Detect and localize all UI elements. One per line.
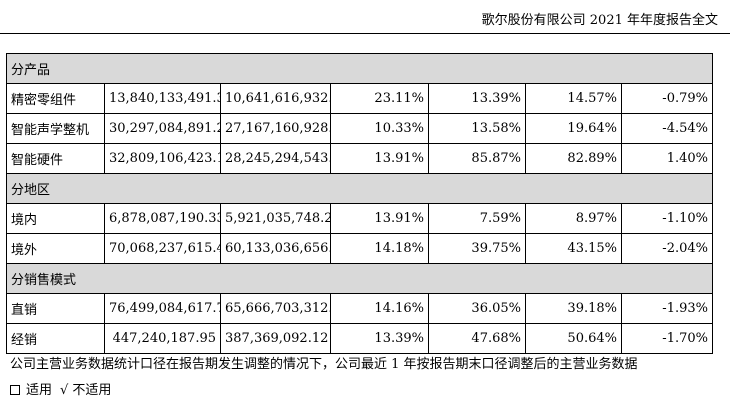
revenue-cell: 447,240,187.95 <box>104 323 221 354</box>
margin-cell: 13.91% <box>330 203 429 234</box>
checkbox-icon <box>10 385 20 395</box>
cost-change-cell: 50.64% <box>525 323 622 354</box>
margin-cell: 14.18% <box>330 233 429 264</box>
revenue-cell: 76,499,084,617.78 <box>104 293 221 324</box>
revenue-cell: 70,068,237,615.40 <box>104 233 221 264</box>
margin-change-cell: -0.79% <box>621 83 713 114</box>
check-mark-icon: √ <box>60 383 69 398</box>
row-label: 智能声学整机 <box>6 113 105 144</box>
cost-change-cell: 8.97% <box>525 203 622 234</box>
table-row: 智能声学整机 30,297,084,891.23 27,167,160,928.… <box>6 113 713 144</box>
margin-cell: 23.11% <box>330 83 429 114</box>
revenue-change-cell: 36.05% <box>428 293 526 324</box>
row-label: 境内 <box>6 203 105 234</box>
cost-cell: 60,133,036,656.12 <box>220 233 331 264</box>
option-not-applicable: 不适用 <box>72 383 112 398</box>
revenue-cell: 13,840,133,491.33 <box>104 83 221 114</box>
margin-cell: 14.16% <box>330 293 429 324</box>
table-row: 境内 6,878,087,190.33 5,921,035,748.23 13.… <box>6 203 713 234</box>
margin-change-cell: -1.70% <box>621 323 713 354</box>
applicability-options: 适用 √ 不适用 <box>10 379 111 398</box>
row-label: 智能硬件 <box>6 143 105 174</box>
report-title: 歌尔股份有限公司 2021 年年度报告全文 <box>481 13 718 28</box>
main-business-table: 分产品 精密零组件 13,840,133,491.33 10,641,616,9… <box>6 53 713 354</box>
cost-change-cell: 43.15% <box>525 233 622 264</box>
margin-cell: 10.33% <box>330 113 429 144</box>
table-row: 精密零组件 13,840,133,491.33 10,641,616,932.9… <box>6 83 713 114</box>
report-header: 歌尔股份有限公司 2021 年年度报告全文 <box>0 0 730 38</box>
cost-cell: 65,666,703,312.23 <box>220 293 331 324</box>
table-row: 境外 70,068,237,615.40 60,133,036,656.12 1… <box>6 233 713 264</box>
margin-change-cell: -1.93% <box>621 293 713 324</box>
margin-cell: 13.39% <box>330 323 429 354</box>
margin-change-cell: -1.10% <box>621 203 713 234</box>
section-row: 分产品 <box>6 53 713 84</box>
section-title: 分销售模式 <box>6 263 713 294</box>
margin-change-cell: 1.40% <box>621 143 713 174</box>
cost-cell: 387,369,092.12 <box>220 323 331 354</box>
revenue-change-cell: 13.58% <box>428 113 526 144</box>
row-label: 精密零组件 <box>6 83 105 114</box>
row-label: 经销 <box>6 323 105 354</box>
cost-cell: 27,167,160,928.24 <box>220 113 331 144</box>
revenue-cell: 32,809,106,423.17 <box>104 143 221 174</box>
table-row: 智能硬件 32,809,106,423.17 28,245,294,543.20… <box>6 143 713 174</box>
section-title: 分地区 <box>6 173 713 204</box>
cost-cell: 5,921,035,748.23 <box>220 203 331 234</box>
cost-change-cell: 14.57% <box>525 83 622 114</box>
margin-change-cell: -2.04% <box>621 233 713 264</box>
section-row: 分销售模式 <box>6 263 713 294</box>
table-row: 直销 76,499,084,617.78 65,666,703,312.23 1… <box>6 293 713 324</box>
header-divider <box>0 33 730 34</box>
section-row: 分地区 <box>6 173 713 204</box>
row-label: 直销 <box>6 293 105 324</box>
revenue-cell: 6,878,087,190.33 <box>104 203 221 234</box>
option-applicable: 适用 <box>26 383 53 398</box>
adjustment-note: 公司主营业务数据统计口径在报告期发生调整的情况下，公司最近 1 年按报告期末口径… <box>10 357 638 372</box>
revenue-cell: 30,297,084,891.23 <box>104 113 221 144</box>
cost-change-cell: 19.64% <box>525 113 622 144</box>
table-row: 经销 447,240,187.95 387,369,092.12 13.39% … <box>6 323 713 354</box>
cost-cell: 28,245,294,543.20 <box>220 143 331 174</box>
section-title: 分产品 <box>6 53 713 84</box>
margin-change-cell: -4.54% <box>621 113 713 144</box>
margin-cell: 13.91% <box>330 143 429 174</box>
row-label: 境外 <box>6 233 105 264</box>
revenue-change-cell: 47.68% <box>428 323 526 354</box>
revenue-change-cell: 39.75% <box>428 233 526 264</box>
revenue-change-cell: 85.87% <box>428 143 526 174</box>
revenue-change-cell: 7.59% <box>428 203 526 234</box>
cost-cell: 10,641,616,932.91 <box>220 83 331 114</box>
revenue-change-cell: 13.39% <box>428 83 526 114</box>
cost-change-cell: 39.18% <box>525 293 622 324</box>
cost-change-cell: 82.89% <box>525 143 622 174</box>
